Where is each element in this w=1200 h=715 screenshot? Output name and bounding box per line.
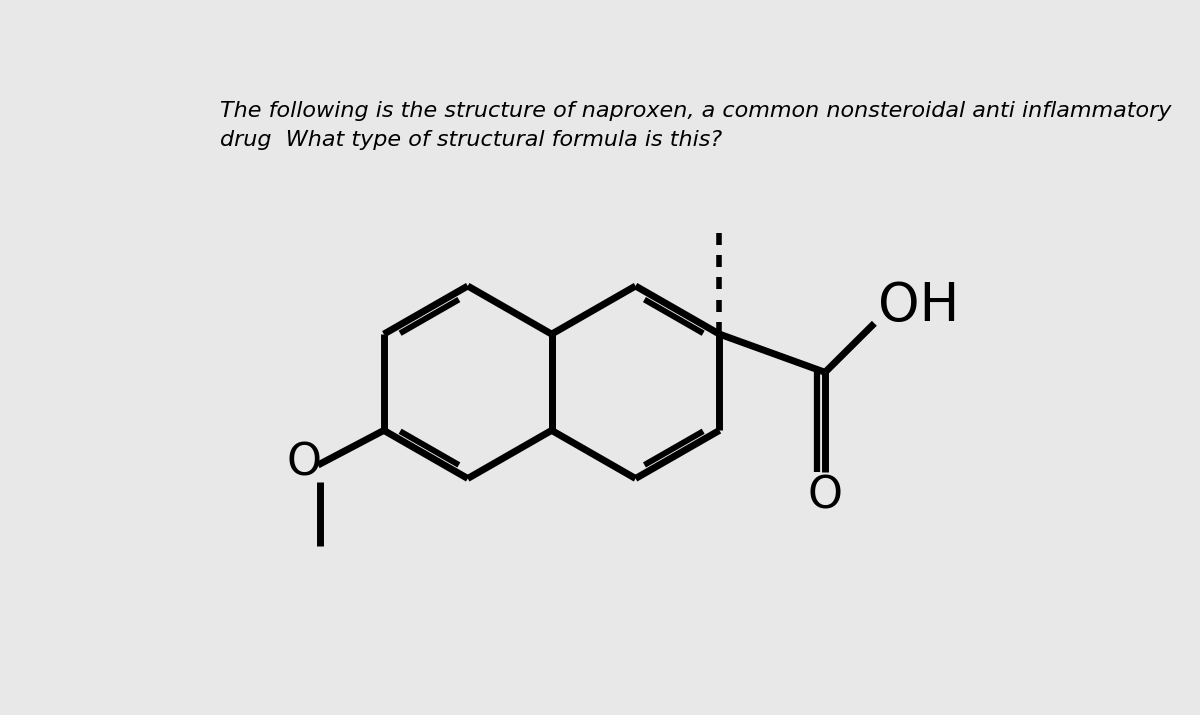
Text: The following is the structure of naproxen, a common nonsteroidal anti inflammat: The following is the structure of naprox…	[220, 102, 1171, 122]
Text: drug  What type of structural formula is this?: drug What type of structural formula is …	[220, 129, 722, 149]
Text: O: O	[808, 474, 842, 517]
Text: OH: OH	[878, 280, 960, 332]
Text: O: O	[287, 442, 322, 485]
